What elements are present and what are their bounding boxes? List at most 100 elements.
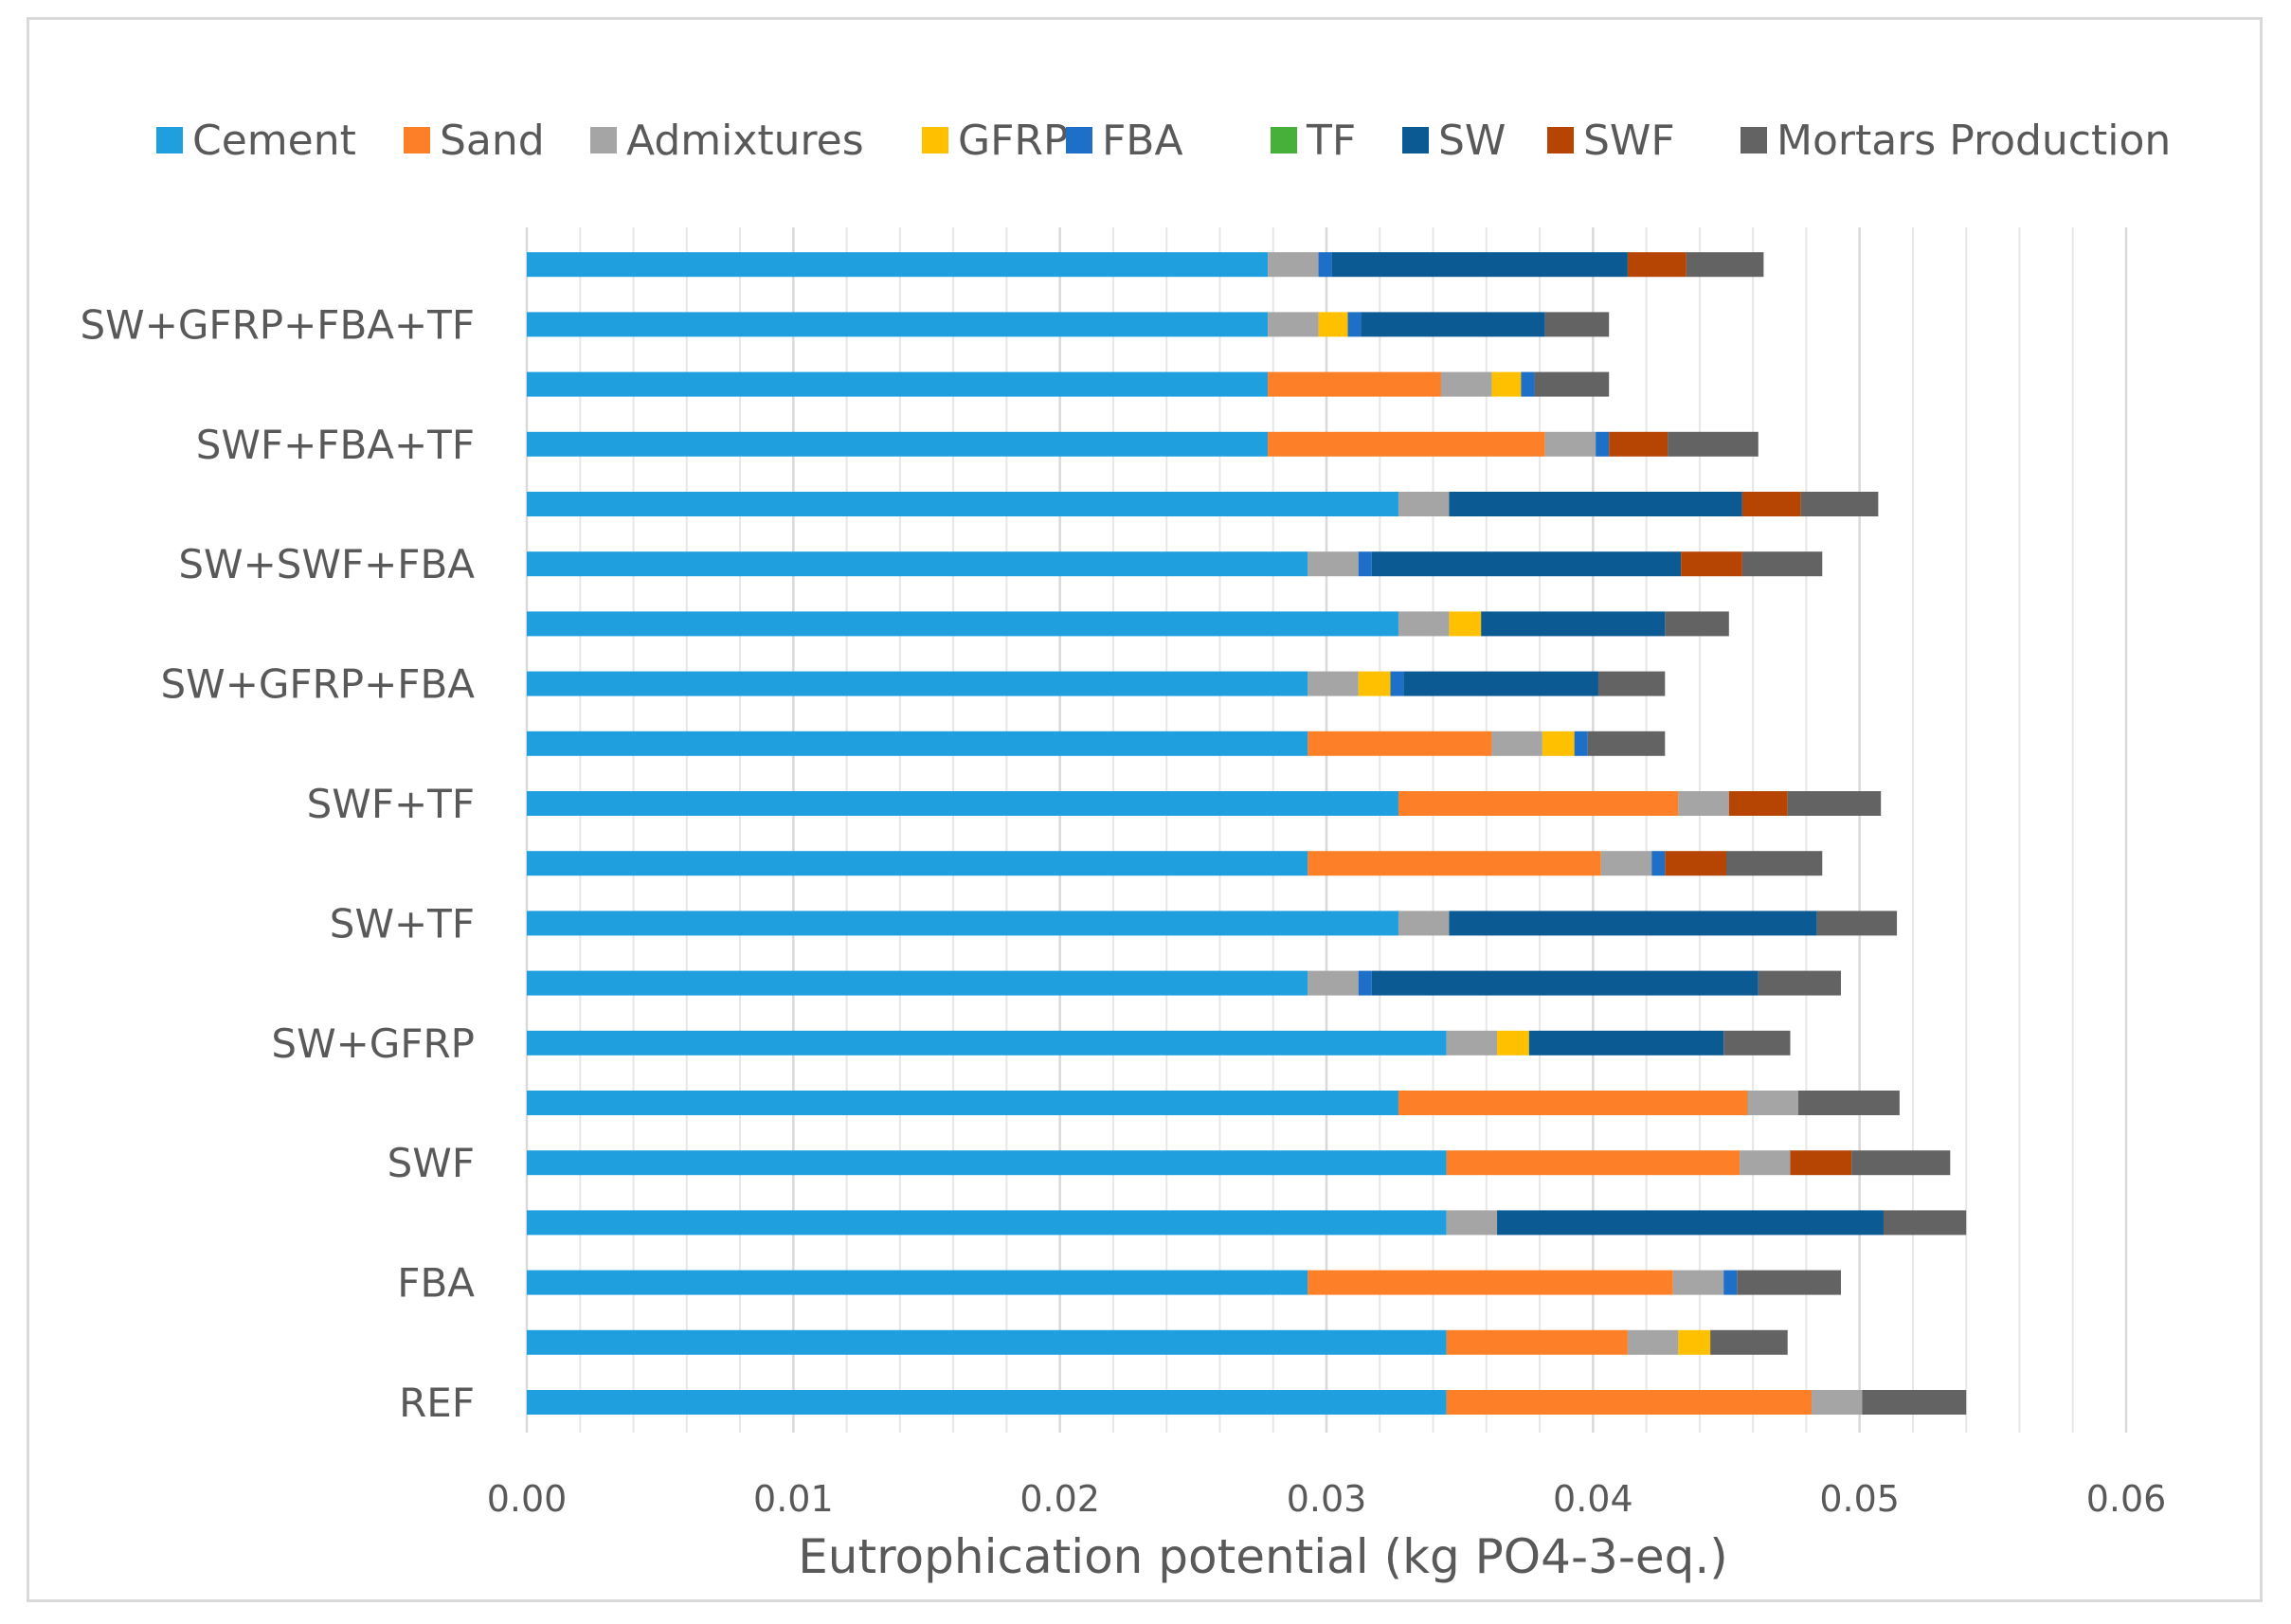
legend-item: Mortars Production (1741, 117, 2171, 165)
bar-segment-fba: FBA: 0.0005 (1390, 671, 1404, 696)
bar-segment-cement: Cement: 0.0293 (527, 671, 1308, 696)
legend-item: Admixtures (590, 117, 864, 165)
bar-segment-admixtures: Admixtures: 0.0019 (1398, 911, 1450, 936)
legend-swatch (1741, 127, 1767, 153)
category-label: SWF (388, 1140, 475, 1186)
bar-segment-fba: FBA: 0.0005 (1521, 371, 1535, 397)
bar-segment-sand: Sand: 0.0137 (1446, 1390, 1813, 1415)
bar-segment-cement: Cement: 0.0327 (527, 492, 1398, 516)
category-label: SW+GFRP+FBA+TF (81, 301, 476, 348)
bar-segment-fba: FBA: 0.0005 (1596, 431, 1610, 457)
bar-segment-fba: FBA: 0.0005 (1651, 851, 1666, 876)
legend-label: TF (1306, 117, 1356, 165)
legend-label: FBA (1102, 117, 1183, 165)
category-label: REF (399, 1380, 475, 1426)
x-tick-label: 0.06 (2086, 1478, 2167, 1520)
bar-segment-mortars-production: Mortars Production: 0.0029 (1710, 1329, 1788, 1355)
bar-segment-admixtures: Admixtures: 0.0019 (1672, 1270, 1724, 1295)
legend-swatch (590, 127, 617, 153)
x-tick-label: 0.00 (487, 1478, 568, 1520)
bars-layer: Cement: 0.0345Sand: 0.0137Admixtures: 0.… (527, 252, 1967, 1415)
bar-segment-sw: SW: 0.0111 (1331, 252, 1628, 278)
bar-group: Cement: 0.0345Admixtures: 0.0019GFRP: 0.… (527, 1030, 1791, 1056)
bar-segment-gfrp: GFRP: 0.0011 (1318, 312, 1348, 337)
bar-segment-cement: Cement: 0.0293 (527, 731, 1308, 756)
bar-segment-cement: Cement: 0.0345 (527, 1390, 1447, 1415)
bar-segment-cement: Cement: 0.0278 (527, 431, 1269, 457)
legend-item: Cement (156, 117, 356, 165)
bar-segment-sw: SW: 0.0145 (1497, 1210, 1884, 1236)
bar-segment-mortars-production: Mortars Production: 0.0038 (1797, 1091, 1900, 1115)
bar-group: Cement: 0.0327Admixtures: 0.0019SW: 0.01… (527, 492, 1879, 516)
bar-segment-admixtures: Admixtures: 0.0019 (1544, 431, 1596, 457)
bar-group: Cement: 0.0345Sand: 0.011Admixtures: 0.0… (527, 1150, 1951, 1176)
category-label: SW+GFRP+FBA (161, 661, 476, 708)
bar-segment-gfrp: GFRP: 0.0012 (1678, 1329, 1711, 1355)
bar-segment-admixtures: Admixtures: 0.0019 (1747, 1091, 1798, 1115)
bar-segment-mortars-production: Mortars Production: 0.0036 (1726, 851, 1823, 876)
legend-item: SW (1402, 117, 1506, 165)
bar-segment-fba: FBA: 0.0005 (1358, 970, 1372, 996)
legend-swatch (156, 127, 183, 153)
legend-item: Sand (404, 117, 545, 165)
category-labels: REF FBA SWF SW+GFRP SW+TF SWF+TF SW+GFRP+FBA SW… (81, 301, 476, 1426)
bar-segment-fba: FBA: 0.0005 (1358, 551, 1372, 577)
bar-segment-cement: Cement: 0.0327 (527, 911, 1398, 936)
bar-segment-cement: Cement: 0.0327 (527, 611, 1398, 637)
bar-group: Cement: 0.0293Sand: 0.011Admixtures: 0.0… (527, 851, 1823, 876)
bar-segment-sw: SW: 0.0138 (1449, 911, 1817, 936)
bar-segment-fba: FBA: 0.0005 (1723, 1270, 1738, 1295)
bar-group: Cement: 0.0327Admixtures: 0.0019SW: 0.01… (527, 911, 1898, 936)
bar-segment-cement: Cement: 0.0293 (527, 851, 1308, 876)
bar-segment-admixtures: Admixtures: 0.0019 (1446, 1030, 1498, 1056)
x-tick-label: 0.04 (1553, 1478, 1633, 1520)
bar-segment-fba: FBA: 0.0005 (1318, 252, 1332, 278)
bar-segment-cement: Cement: 0.0278 (527, 312, 1269, 337)
bar-segment-mortars-production: Mortars Production: 0.0024 (1665, 611, 1729, 637)
legend-label: SWF (1583, 117, 1675, 165)
bar-segment-admixtures: Admixtures: 0.0019 (1600, 851, 1652, 876)
bar-segment-mortars-production: Mortars Production: 0.003 (1816, 911, 1898, 936)
x-tick-label: 0.05 (1819, 1478, 1900, 1520)
bar-segment-mortars-production: Mortars Production: 0.003 (1741, 551, 1823, 577)
bar-segment-cement: Cement: 0.0345 (527, 1210, 1447, 1236)
bar-segment-mortars-production: Mortars Production: 0.0029 (1686, 252, 1764, 278)
category-label: SWF+TF (307, 781, 475, 827)
bar-group: Cement: 0.0293Admixtures: 0.0019FBA: 0.0… (527, 970, 1841, 996)
bar-segment-cement: Cement: 0.0345 (527, 1150, 1447, 1176)
bar-segment-gfrp: GFRP: 0.0012 (1497, 1030, 1529, 1056)
x-axis-title: Eutrophication potential (kg PO4-3-eq.) (798, 1529, 1728, 1584)
bar-segment-cement: Cement: 0.0278 (527, 371, 1269, 397)
bar-segment-mortars-production: Mortars Production: 0.0025 (1723, 1030, 1791, 1056)
bar-segment-fba: FBA: 0.0005 (1347, 312, 1362, 337)
bar-segment-mortars-production: Mortars Production: 0.0025 (1597, 671, 1666, 696)
bar-segment-admixtures: Admixtures: 0.0019 (1308, 970, 1359, 996)
bar-segment-gfrp: GFRP: 0.0012 (1449, 611, 1482, 637)
bar-segment-mortars-production: Mortars Production: 0.0028 (1534, 371, 1610, 397)
bar-segment-admixtures: Admixtures: 0.0019 (1491, 731, 1542, 756)
bar-group: Cement: 0.0278Admixtures: 0.0019FBA: 0.0… (527, 252, 1764, 278)
grid-layer (525, 227, 2128, 1433)
bar-segment-admixtures: Admixtures: 0.0019 (1398, 492, 1450, 516)
bar-segment-swf: SWF: 0.0023 (1665, 851, 1726, 876)
bar-segment-gfrp: GFRP: 0.0012 (1542, 731, 1575, 756)
x-tick-label: 0.02 (1019, 1478, 1100, 1520)
bar-segment-sand: Sand: 0.011 (1308, 851, 1601, 876)
legend: Cement Sand Admixtures GFRP FBA TF SW SWF Mortar… (156, 117, 2171, 165)
bar-segment-sand: Sand: 0.011 (1446, 1150, 1741, 1176)
bar-segment-swf: SWF: 0.0022 (1627, 252, 1687, 278)
bar-segment-sand: Sand: 0.0131 (1398, 1091, 1748, 1115)
category-label: SW+TF (330, 900, 475, 947)
bar-segment-cement: Cement: 0.0345 (527, 1030, 1447, 1056)
bar-segment-fba: FBA: 0.0005 (1574, 731, 1588, 756)
legend-item: TF (1271, 117, 1356, 165)
bar-segment-gfrp: GFRP: 0.0012 (1358, 671, 1391, 696)
bar-segment-sand: Sand: 0.0068 (1446, 1329, 1628, 1355)
legend-item: FBA (1066, 117, 1183, 165)
bar-segment-admixtures: Admixtures: 0.0019 (1440, 371, 1492, 397)
bar-segment-admixtures: Admixtures: 0.0019 (1678, 791, 1729, 816)
bar-segment-sw: SW: 0.0073 (1403, 671, 1598, 696)
bar-group: Cement: 0.0345Sand: 0.0137Admixtures: 0.… (527, 1390, 1967, 1415)
legend-item: SWF (1547, 117, 1675, 165)
